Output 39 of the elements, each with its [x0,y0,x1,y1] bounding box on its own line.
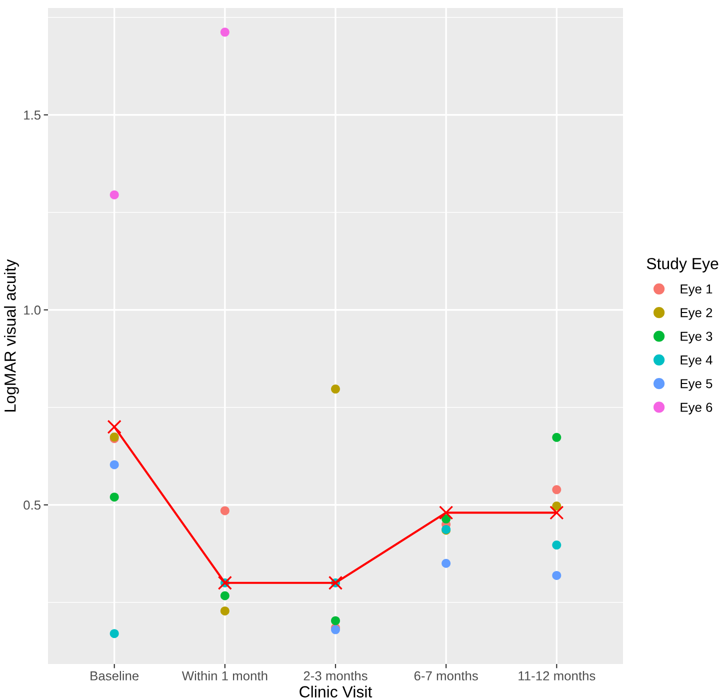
point [220,506,230,516]
y-tick-label: 1.5 [24,110,41,120]
point [110,190,119,200]
legend-label: Eye 3 [680,332,712,344]
point [110,460,119,470]
x-tick-label: Within 1 month [182,670,268,680]
x-tick-label: 6-7 months [414,670,478,680]
y-axis-title: LogMAR visual acuity [4,259,19,412]
x-tick-label: Baseline [90,670,139,680]
legend-label: Eye 4 [680,356,712,368]
point [550,506,564,520]
x-tick-label: 2-3 months [304,670,368,680]
legend-label: Eye 1 [680,284,712,296]
point [220,28,230,37]
point [331,616,340,626]
point [218,576,232,590]
point [552,540,562,550]
point [220,591,230,600]
point [110,492,119,502]
point [107,420,122,434]
point [328,576,343,590]
y-tick-label: 1.0 [24,306,41,315]
point [220,606,230,616]
point [442,558,451,568]
legend-title: Study Eye [646,258,718,272]
point [552,570,562,580]
legend-label: Eye 5 [680,379,712,391]
legend-label: Eye 6 [680,402,712,414]
point [552,485,562,494]
point [552,432,562,442]
point [438,506,454,520]
legend-label: Eye 2 [680,308,712,320]
y-tick-label: 0.5 [24,500,41,510]
point [110,629,119,638]
x-axis-title: Clinic Visit [300,686,372,698]
point [331,384,340,394]
point [552,502,562,511]
x-tick-label: 11-12 months [518,670,596,680]
point [442,514,451,524]
